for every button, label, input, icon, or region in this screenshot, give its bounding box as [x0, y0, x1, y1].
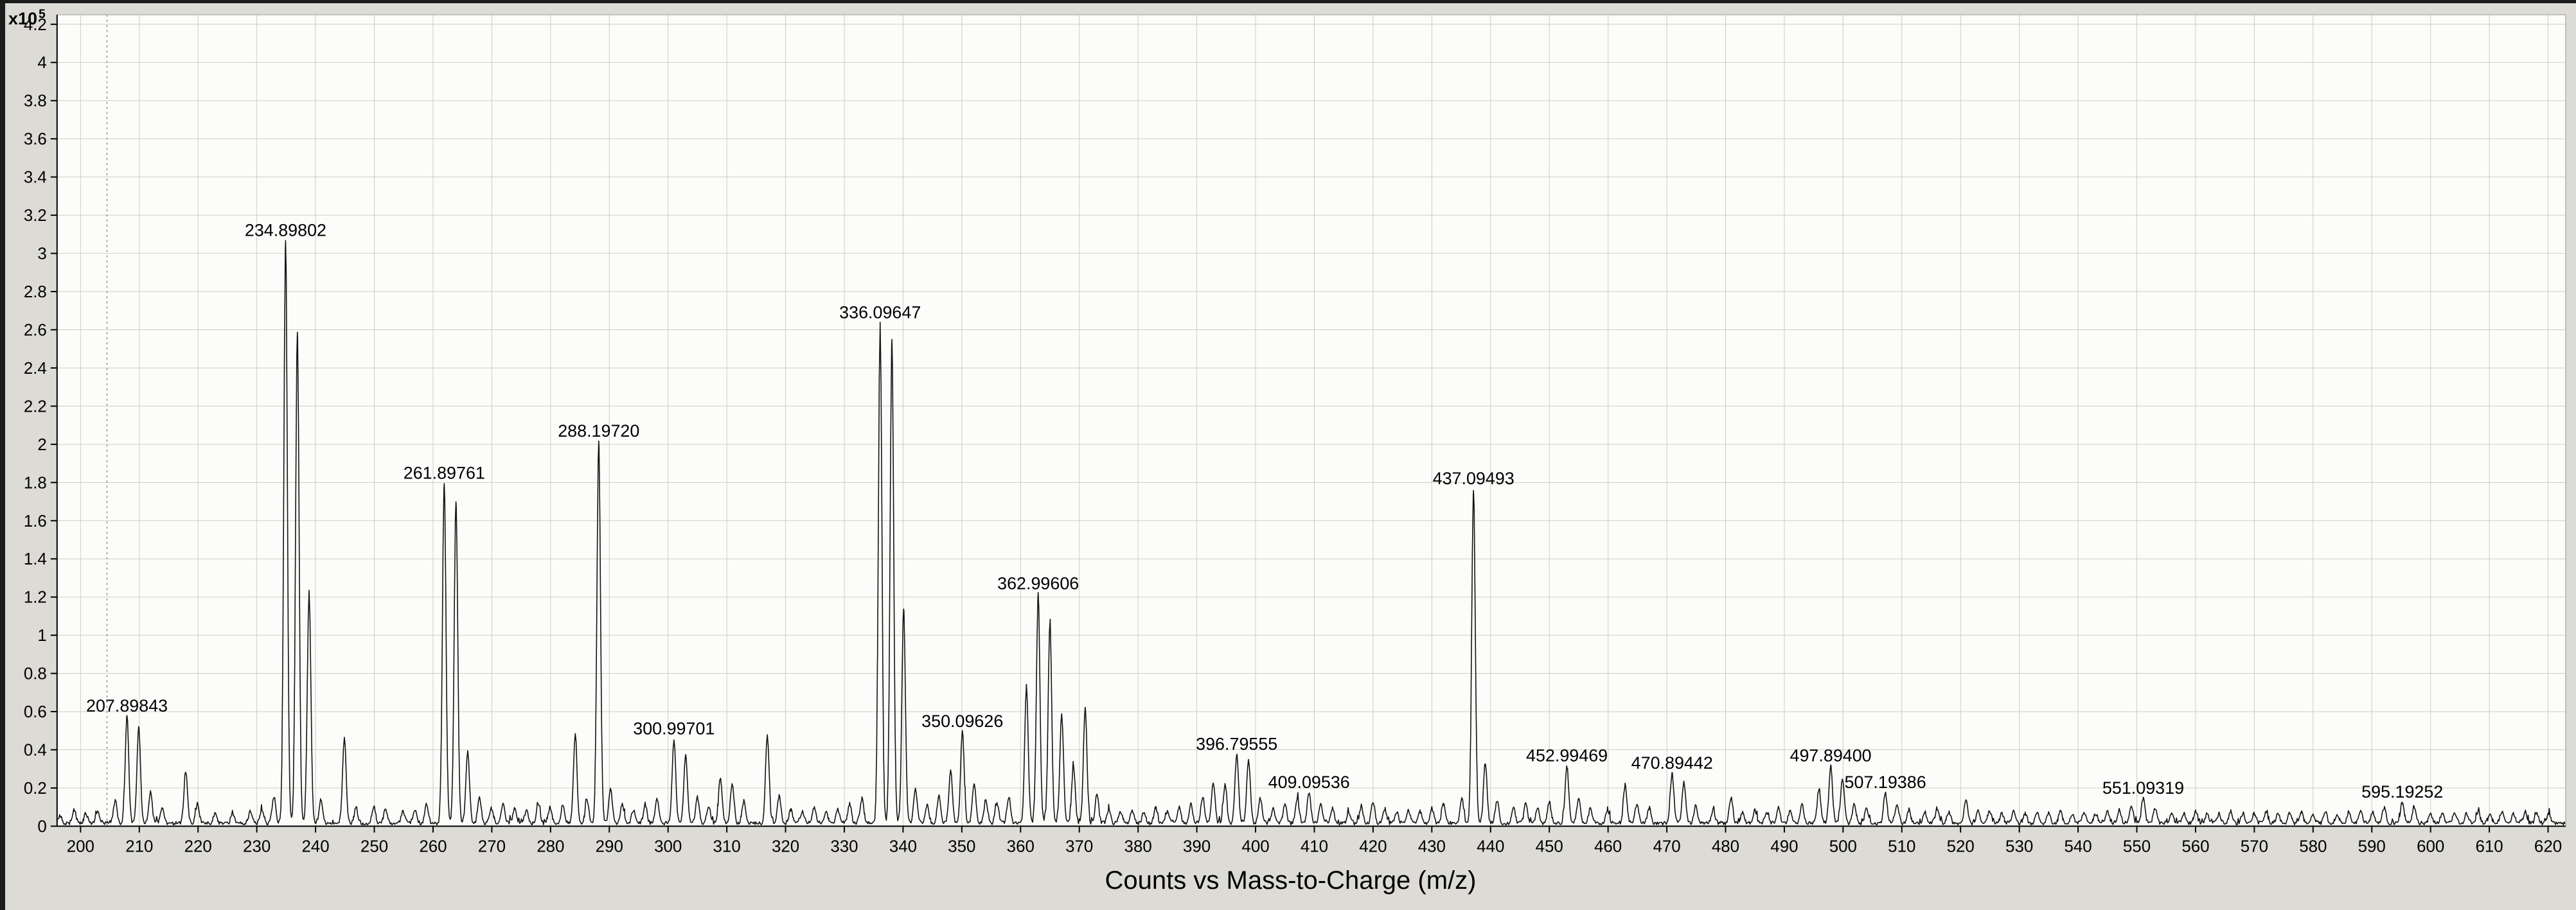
- peak-label: 336.09647: [839, 303, 921, 322]
- y-tick-label: 3: [37, 245, 46, 263]
- peak-label: 470.89442: [1631, 753, 1713, 773]
- y-tick-label: 3.8: [24, 92, 47, 110]
- peak-label: 409.09536: [1268, 773, 1350, 792]
- y-tick-label: 1.4: [24, 550, 47, 568]
- x-tick-label: 330: [830, 837, 858, 855]
- plot-area[interactable]: [57, 14, 2566, 827]
- peak-label: 497.89400: [1790, 746, 1872, 765]
- x-tick-label: 540: [2064, 837, 2092, 855]
- peak-label: 362.99606: [997, 574, 1079, 593]
- y-tick-label: 1.8: [24, 474, 47, 492]
- x-tick-label: 470: [1653, 837, 1680, 855]
- x-tick-label: 510: [1888, 837, 1915, 855]
- y-tick-label: 2: [37, 436, 46, 454]
- x-tick-label: 590: [2358, 837, 2386, 855]
- x-tick-label: 290: [596, 837, 623, 855]
- y-tick-label: 1: [37, 627, 46, 645]
- x-tick-label: 400: [1241, 837, 1269, 855]
- x-tick-label: 350: [948, 837, 975, 855]
- peak-label: 396.79555: [1196, 734, 1277, 753]
- peak-label: 300.99701: [633, 719, 715, 739]
- x-tick-label: 560: [2181, 837, 2209, 855]
- x-tick-label: 570: [2241, 837, 2268, 855]
- x-tick-label: 320: [772, 837, 799, 855]
- x-tick-label: 360: [1007, 837, 1035, 855]
- y-tick-label: 4.2: [24, 16, 47, 34]
- y-tick-label: 3.4: [24, 169, 47, 187]
- x-tick-label: 410: [1301, 837, 1328, 855]
- x-tick-label: 420: [1359, 837, 1387, 855]
- axes: [56, 14, 2566, 827]
- y-tick-label: 0: [37, 818, 46, 836]
- x-tick-label: 200: [67, 837, 94, 855]
- peak-label: 350.09626: [921, 712, 1003, 731]
- y-tick-label: 2.2: [24, 398, 47, 416]
- y-tick-label: 0.8: [24, 665, 47, 683]
- spectrum-plot[interactable]: 0 0.2 0.4 0.6 0.8 1 1.2 1.4 1.6 1.8 2 2.2 2.4 2.6 2.8 3…: [5, 3, 2576, 910]
- x-tick-label: 370: [1065, 837, 1093, 855]
- y-tick-label: 3.6: [24, 130, 47, 148]
- peak-label: 595.19252: [2361, 782, 2443, 801]
- x-tick-label: 520: [1947, 837, 1975, 855]
- x-tick-label: 480: [1712, 837, 1739, 855]
- x-tick-label: 460: [1594, 837, 1622, 855]
- y-axis-unit-exponent: 5: [39, 8, 46, 21]
- y-tick-label: 3.2: [24, 207, 47, 225]
- y-tick-label: 0.4: [24, 742, 47, 760]
- y-tick-label: 1.2: [24, 589, 47, 607]
- y-tick-label: 2.8: [24, 283, 47, 301]
- peak-label: 288.19720: [558, 421, 639, 441]
- y-axis-tick-labels: 0 0.2 0.4 0.6 0.8 1 1.2 1.4 1.6 1.8 2 2.2 2.4 2.6 2.8 3…: [24, 16, 57, 836]
- grid-lines: [57, 14, 2566, 827]
- peak-labels: 207.89843 234.89802 261.89761 288.19720 300.…: [86, 221, 2443, 801]
- y-tick-label: 1.6: [24, 512, 47, 530]
- x-tick-label: 390: [1183, 837, 1211, 855]
- x-tick-label: 530: [2005, 837, 2033, 855]
- x-tick-label: 220: [184, 837, 212, 855]
- x-tick-label: 300: [654, 837, 682, 855]
- peak-label: 207.89843: [86, 696, 168, 715]
- y-axis-unit-label: x10 5: [8, 8, 46, 29]
- peak-label: 507.19386: [1845, 773, 1926, 792]
- x-tick-label: 610: [2476, 837, 2503, 855]
- peak-label: 261.89761: [404, 463, 485, 482]
- x-tick-label: 440: [1477, 837, 1504, 855]
- x-tick-label: 250: [360, 837, 388, 855]
- x-tick-label: 430: [1418, 837, 1446, 855]
- x-tick-label: 490: [1770, 837, 1798, 855]
- x-tick-label: 620: [2534, 837, 2562, 855]
- x-tick-label: 280: [537, 837, 564, 855]
- peak-label: 551.09319: [2102, 778, 2184, 798]
- x-tick-label: 500: [1829, 837, 1857, 855]
- spectrum-trace: [57, 240, 2566, 826]
- y-axis-unit-base: x10: [8, 9, 38, 28]
- peak-label: 437.09493: [1433, 469, 1515, 488]
- x-tick-label: 340: [889, 837, 917, 855]
- x-tick-label: 260: [419, 837, 447, 855]
- x-tick-label: 580: [2299, 837, 2327, 855]
- x-tick-label: 230: [243, 837, 271, 855]
- x-tick-label: 550: [2123, 837, 2151, 855]
- y-tick-label: 0.2: [24, 780, 47, 798]
- peak-label: 452.99469: [1526, 746, 1608, 765]
- x-tick-label: 380: [1124, 837, 1152, 855]
- x-tick-label: 450: [1536, 837, 1563, 855]
- peak-label: 234.89802: [245, 221, 326, 240]
- y-tick-label: 2.6: [24, 321, 47, 339]
- y-tick-label: 2.4: [24, 360, 47, 378]
- y-tick-label: 0.6: [24, 703, 47, 721]
- x-tick-label: 600: [2417, 837, 2444, 855]
- x-tick-label: 310: [713, 837, 741, 855]
- x-tick-label: 210: [125, 837, 153, 855]
- x-axis-tick-labels: 200 210 220 230 240 250 260 270 280 290 300 310 320 3…: [67, 826, 2562, 855]
- y-tick-label: 4: [37, 54, 46, 72]
- x-tick-label: 270: [478, 837, 506, 855]
- x-tick-label: 240: [302, 837, 330, 855]
- x-axis-caption: Counts vs Mass-to-Charge (m/z): [1105, 866, 1477, 895]
- plot-frame: [57, 14, 2566, 827]
